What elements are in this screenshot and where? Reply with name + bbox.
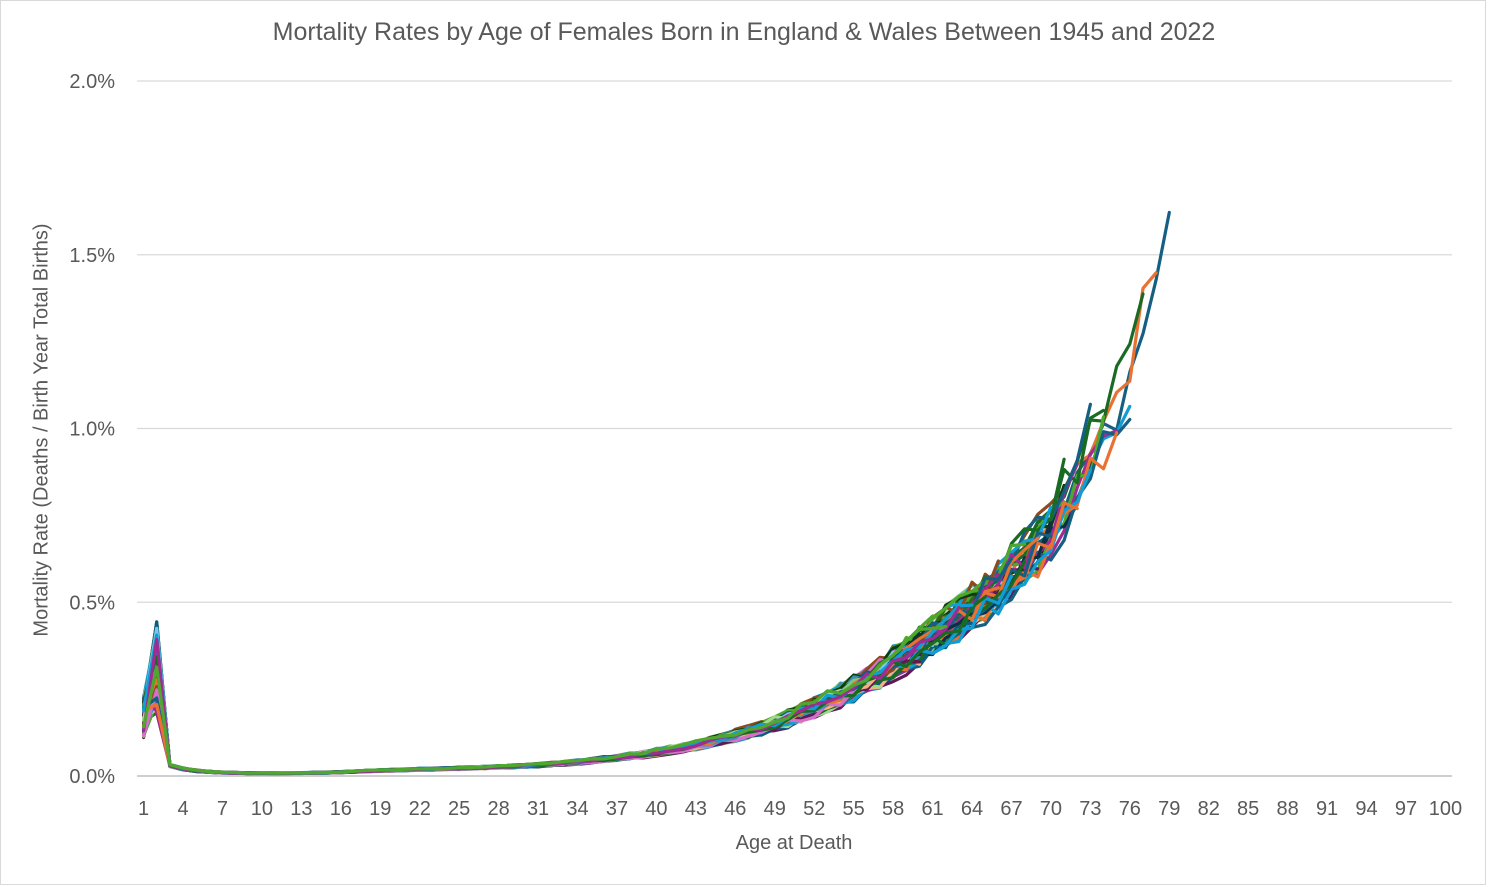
x-tick-label: 88 [1277, 798, 1299, 820]
series-line [142, 655, 869, 775]
x-tick-label: 91 [1316, 798, 1338, 820]
x-tick-label: 76 [1119, 798, 1141, 820]
x-tick-label: 52 [803, 798, 825, 820]
x-tick-label: 25 [448, 798, 470, 820]
x-tick-label: 58 [882, 798, 904, 820]
x-tick-label: 1 [138, 798, 149, 820]
x-tick-label: 28 [488, 798, 510, 820]
series-line [142, 620, 908, 775]
x-tick-label: 100 [1429, 798, 1462, 820]
series-line [142, 457, 1066, 775]
x-tick-label: 10 [251, 798, 273, 820]
x-tick-label: 16 [330, 798, 352, 820]
series-line [142, 408, 1106, 775]
series-lines [142, 210, 1171, 776]
y-tick-label: 2.0% [69, 71, 115, 93]
series-line [142, 624, 948, 775]
x-tick-label: 55 [843, 798, 865, 820]
chart-title: Mortality Rates by Age of Females Born i… [272, 18, 1216, 46]
series-line [142, 627, 882, 776]
x-tick-label: 94 [1355, 798, 1377, 820]
x-axis-label: Age at Death [735, 832, 853, 854]
y-tick-label: 1.0% [69, 419, 115, 441]
series-line [142, 271, 1158, 775]
x-tick-label: 82 [1198, 798, 1220, 820]
x-tick-labels: 1 4 7 10 13 16 19 22 25 28 31 34 37 40 43 46 49 52 55 58 61 6… [138, 798, 1462, 820]
y-tick-label: 0.0% [69, 766, 115, 788]
x-tick-label: 67 [1000, 798, 1022, 820]
series-line [142, 210, 1171, 776]
y-tick-label: 0.5% [69, 592, 115, 614]
series-line [142, 595, 961, 775]
series-line [142, 402, 1093, 775]
x-tick-label: 40 [645, 798, 667, 820]
x-tick-label: 61 [921, 798, 943, 820]
x-tick-label: 73 [1079, 798, 1101, 820]
x-tick-label: 4 [177, 798, 188, 820]
series-line [142, 559, 1000, 775]
series-line [142, 626, 895, 775]
series-line [142, 656, 882, 776]
series-line [142, 649, 830, 775]
x-tick-label: 13 [290, 798, 312, 820]
x-tick-label: 31 [527, 798, 549, 820]
x-tick-label: 79 [1158, 798, 1180, 820]
x-tick-label: 34 [566, 798, 588, 820]
x-tick-label: 22 [409, 798, 431, 820]
x-tick-label: 19 [369, 798, 391, 820]
x-tick-label: 37 [606, 798, 628, 820]
x-tick-label: 7 [217, 798, 228, 820]
x-tick-label: 43 [685, 798, 707, 820]
x-tick-label: 97 [1395, 798, 1417, 820]
series-line [142, 659, 922, 776]
gridlines [137, 80, 1452, 777]
x-tick-label: 49 [764, 798, 786, 820]
x-tick-label: 70 [1040, 798, 1062, 820]
y-tick-label: 1.5% [69, 245, 115, 267]
series-line [142, 292, 1145, 775]
x-tick-label: 85 [1237, 798, 1259, 820]
x-tick-label: 64 [961, 798, 983, 820]
series-line [142, 653, 843, 775]
y-tick-labels: 0.0% 0.5% 1.0% 1.5% 2.0% [69, 71, 115, 788]
x-tick-label: 46 [724, 798, 746, 820]
